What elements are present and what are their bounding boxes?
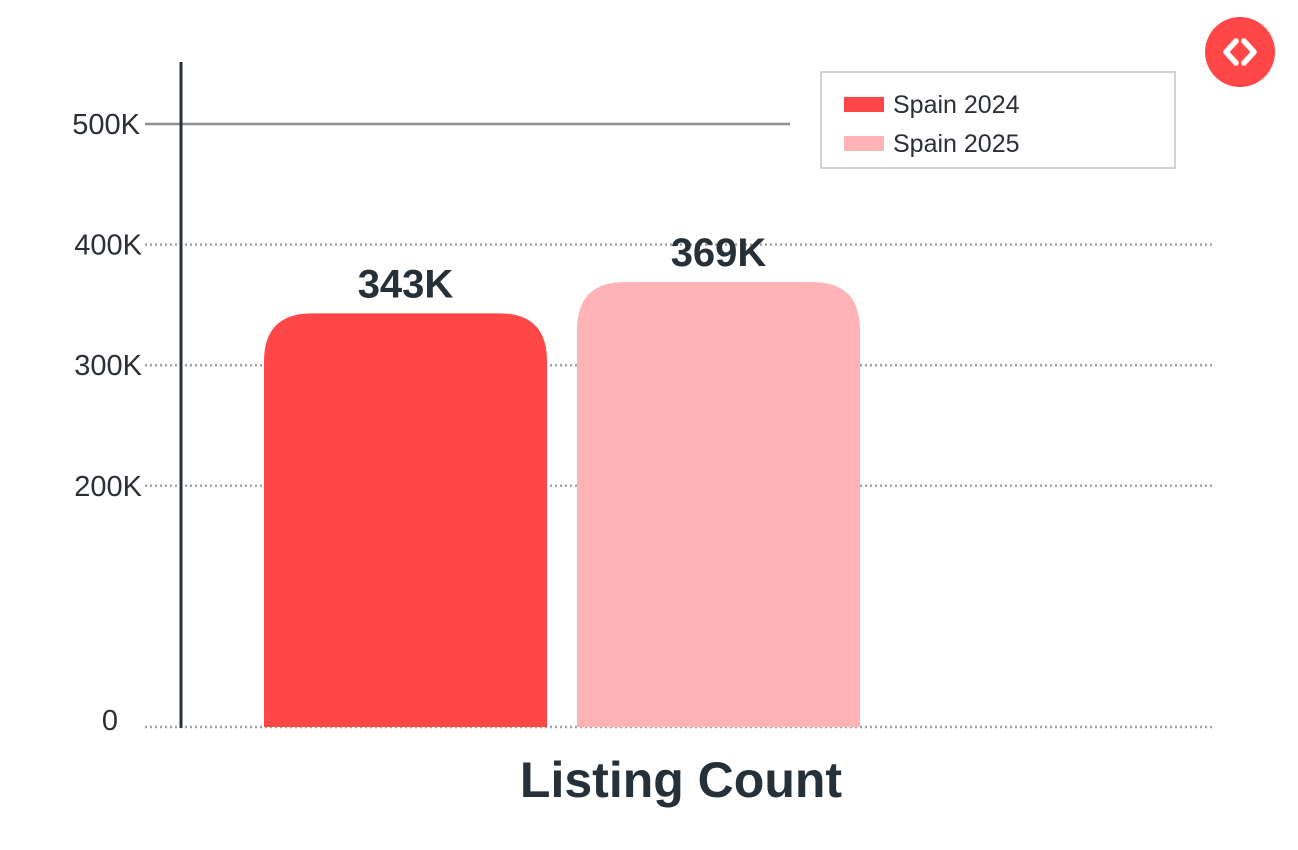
bar-value-label: 369K (671, 231, 767, 275)
x-axis-label: Listing Count (520, 752, 842, 808)
bars (264, 281, 860, 727)
y-tick-label: 400K (74, 230, 142, 262)
legend-label: Spain 2024 (893, 91, 1020, 119)
y-tick-label: 500K (72, 109, 140, 141)
legend-swatch (844, 136, 884, 151)
bar-value-label: 343K (358, 262, 454, 306)
legend-label: Spain 2025 (893, 130, 1020, 158)
y-axis-ticks: 0 200K 300K 400K 500K (72, 109, 142, 737)
y-tick-label: 200K (74, 471, 142, 503)
bar-spain-2024 (264, 313, 547, 727)
bar-spain-2025 (577, 281, 860, 727)
gridlines (145, 122, 1212, 729)
legend-box (820, 71, 1176, 169)
logo-badge (1205, 17, 1275, 87)
logo (1205, 17, 1275, 87)
value-labels: 343K 369K (358, 231, 767, 306)
legend-swatch (844, 97, 884, 112)
y-tick-label: 0 (102, 705, 118, 737)
y-tick-label: 300K (74, 350, 142, 382)
legend: Spain 2024 Spain 2025 (820, 71, 1176, 169)
code-brackets-icon (1223, 38, 1257, 66)
